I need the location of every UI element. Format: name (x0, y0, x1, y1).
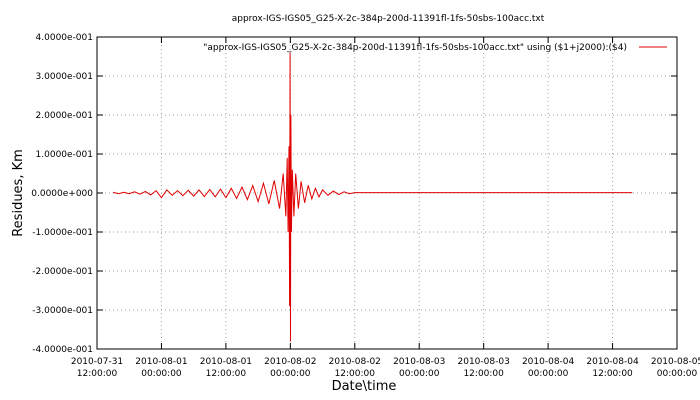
y-tick-label: 1.0000e-001 (36, 150, 93, 160)
y-tick-label: -2.0000e-001 (32, 267, 93, 277)
x-tick-label: 2010-08-03 12:00:00 (458, 357, 510, 379)
x-tick-label: 2010-08-03 00:00:00 (393, 357, 445, 379)
y-axis-label: Residues, Km (11, 149, 26, 237)
x-tick-label: 2010-08-05 00:00:00 (651, 357, 700, 379)
y-tick-label: 3.0000e-001 (36, 72, 93, 82)
x-tick-label: 2010-08-04 12:00:00 (586, 357, 639, 379)
y-tick-label: 2.0000e-001 (36, 111, 93, 121)
y-tick-label: 4.0000e-001 (36, 33, 93, 43)
x-tick-label: 2010-07-31 12:00:00 (71, 357, 123, 379)
x-tick-label: 2010-08-02 00:00:00 (264, 357, 316, 379)
x-tick-label: 2010-08-04 00:00:00 (522, 357, 575, 379)
y-tick-label: -4.0000e-001 (32, 345, 93, 355)
legend-label: "approx-IGS-IGS05_G25-X-2c-384p-200d-113… (203, 43, 627, 53)
x-tick-label: 2010-08-01 12:00:00 (200, 357, 252, 379)
data-line (112, 52, 633, 342)
x-axis-label: Date\time (332, 379, 397, 394)
x-tick-label: 2010-08-02 12:00:00 (329, 357, 381, 379)
y-tick-label: -1.0000e-001 (32, 228, 93, 238)
y-tick-label: 0.0000e+000 (31, 189, 93, 199)
chart-title: approx-IGS-IGS05_G25-X-2c-384p-200d-1139… (232, 14, 545, 24)
x-tick-label: 2010-08-01 00:00:00 (135, 357, 187, 379)
plot-frame (96, 36, 678, 350)
y-tick-label: -3.0000e-001 (32, 306, 93, 316)
